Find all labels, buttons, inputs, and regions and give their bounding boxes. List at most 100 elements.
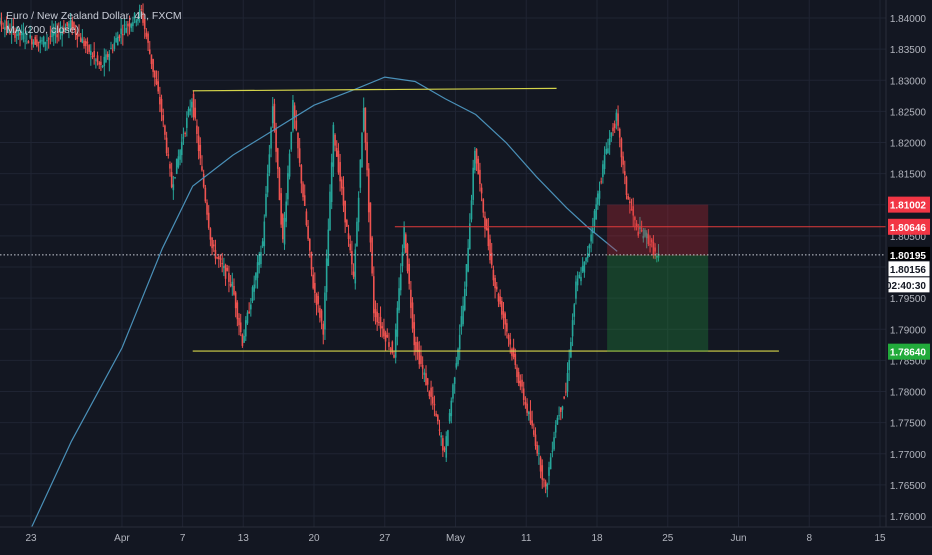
candle-body — [558, 415, 560, 417]
candle-body — [586, 253, 589, 258]
candle-body — [282, 214, 284, 240]
candle-body — [111, 49, 114, 51]
candle-body — [356, 221, 358, 247]
candle-body — [458, 334, 461, 350]
candle-body — [489, 239, 491, 261]
candle-body — [25, 33, 28, 35]
candle-body — [95, 59, 97, 61]
candle-body — [344, 200, 346, 223]
candle-body — [154, 70, 156, 78]
candle-body — [551, 450, 554, 452]
candle-body — [438, 429, 441, 431]
candle-body — [563, 396, 565, 399]
candle-body — [287, 173, 289, 200]
candle-body — [613, 123, 616, 129]
candle-body — [618, 128, 621, 138]
candle-body — [79, 37, 82, 42]
candle-body — [81, 38, 84, 43]
x-tick-label: May — [446, 533, 465, 544]
candle-body — [88, 45, 90, 52]
candle-body — [276, 148, 279, 169]
y-tick-label: 1.76000 — [890, 512, 927, 523]
candle-body — [285, 201, 288, 222]
candle-body — [128, 23, 131, 27]
time-axis-background — [0, 527, 932, 550]
candle-body — [388, 342, 390, 347]
candle-body — [182, 137, 185, 139]
candle-body — [644, 229, 646, 237]
candle-body — [261, 241, 264, 247]
candle-body — [544, 481, 547, 487]
candle-body — [42, 36, 45, 47]
candle-body — [78, 34, 80, 36]
candle-body — [187, 109, 190, 116]
candle-body — [650, 239, 653, 243]
candle-body — [162, 115, 165, 121]
candle-body — [561, 406, 564, 410]
candle-body — [290, 131, 293, 150]
candle-body — [327, 229, 330, 266]
candle-body — [0, 17, 1, 24]
candle-body — [366, 141, 368, 171]
candle-body — [413, 322, 416, 346]
candle-body — [315, 293, 318, 306]
current-price-tag: 1.80156 — [887, 260, 931, 278]
x-tick-label: 18 — [591, 533, 603, 544]
candle-body — [90, 50, 92, 55]
candle-body — [57, 30, 60, 33]
candle-body — [224, 264, 227, 279]
candle-body — [118, 35, 121, 39]
x-tick-label: 20 — [308, 533, 320, 544]
candle-body — [270, 127, 272, 149]
candle-body — [143, 18, 146, 30]
candle-body — [148, 49, 151, 54]
candle-body — [140, 8, 143, 10]
chart-title: Euro / New Zealand Dollar, 4h, FXCM — [6, 10, 182, 22]
candle-body — [463, 288, 466, 311]
chart-legend: Euro / New Zealand Dollar, 4h, FXCM MA (… — [6, 9, 182, 37]
candle-body — [546, 484, 549, 490]
last-price-tag: 1.80195 — [888, 246, 930, 263]
candle-body — [223, 265, 225, 269]
candle-body — [174, 177, 176, 179]
candle-body — [265, 193, 267, 217]
candle-body — [379, 316, 382, 329]
candle-body — [56, 34, 58, 38]
candle-body — [384, 332, 387, 342]
candle-body — [32, 41, 35, 45]
candle-body — [591, 228, 594, 234]
candle-body — [512, 347, 515, 358]
candle-body — [588, 244, 591, 249]
candle-body — [293, 105, 296, 118]
candle-body — [645, 232, 648, 239]
candle-body — [602, 164, 604, 177]
candle-body — [627, 196, 629, 200]
y-tick-label: 1.84000 — [890, 14, 927, 25]
y-tick-label: 1.77500 — [890, 419, 927, 430]
take-profit-tag-bg — [888, 343, 930, 360]
candle-body — [492, 269, 495, 281]
candle-body — [620, 138, 623, 158]
y-tick-label: 1.82500 — [890, 107, 927, 118]
candle-body — [642, 235, 645, 239]
take-profit-zone — [607, 254, 709, 352]
candle-body — [369, 202, 372, 243]
x-tick-label: 25 — [662, 533, 674, 544]
candle-body — [442, 438, 444, 451]
candle-body — [381, 326, 384, 329]
candle-body — [334, 134, 336, 146]
candle-body — [292, 99, 294, 131]
candle-body — [216, 257, 218, 259]
candle-body — [556, 417, 559, 425]
candle-body — [573, 304, 576, 317]
candle-body — [199, 144, 202, 159]
candle-body — [152, 59, 154, 72]
candle-body — [295, 120, 298, 130]
candle-body — [2, 27, 5, 29]
candle-body — [598, 190, 601, 199]
candle-body — [629, 201, 631, 204]
candle-body — [576, 278, 579, 286]
candle-body — [430, 387, 432, 398]
